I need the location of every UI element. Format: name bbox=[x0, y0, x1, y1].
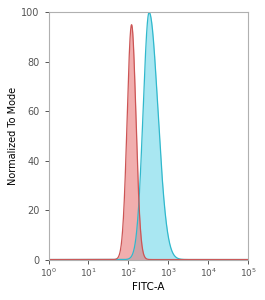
X-axis label: FITC-A: FITC-A bbox=[132, 282, 165, 292]
Y-axis label: Normalized To Mode: Normalized To Mode bbox=[8, 87, 18, 185]
